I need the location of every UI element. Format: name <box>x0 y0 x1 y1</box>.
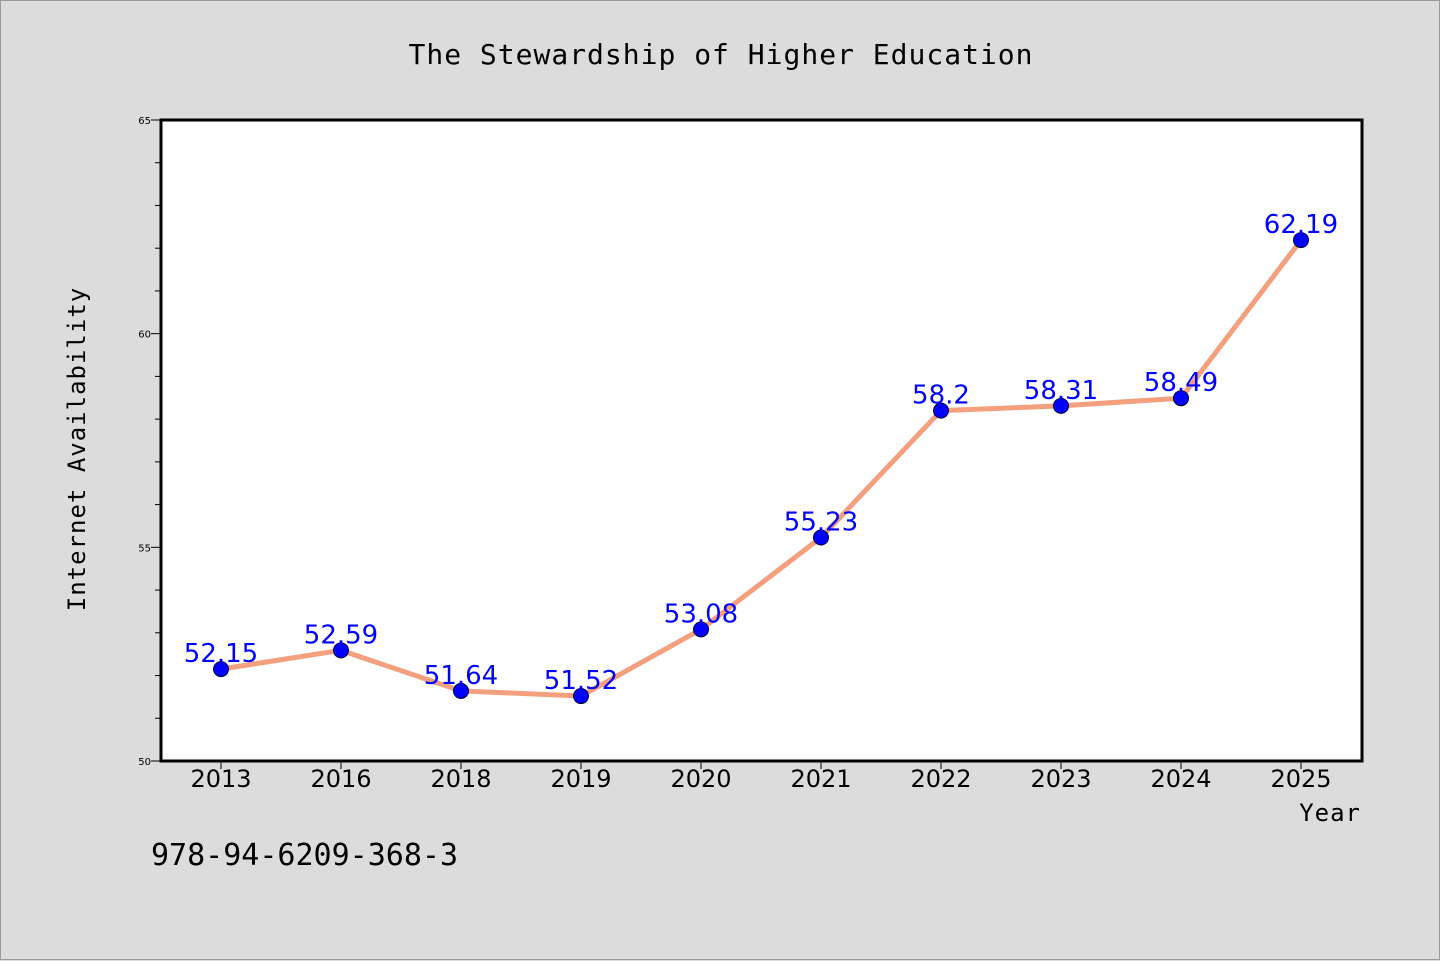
x-tick-label: 2024 <box>1150 765 1211 793</box>
chart-title: The Stewardship of Higher Education <box>408 38 1033 71</box>
data-label: 58.2 <box>912 381 970 411</box>
data-label: 58.49 <box>1144 368 1218 398</box>
data-point <box>333 642 349 659</box>
x-tick-label: 2023 <box>1030 765 1091 793</box>
x-tick-label: 2025 <box>1270 765 1331 793</box>
data-label: 55.23 <box>784 508 858 538</box>
series-line <box>218 237 1304 699</box>
x-axis-label: Year <box>1299 799 1361 827</box>
data-point <box>573 688 589 705</box>
data-labels: 52.15 52.59 51.64 51.52 53.08 55.23 58.2 58.31 5… <box>184 210 1338 696</box>
y-tick-label: 50 <box>138 757 151 768</box>
data-point <box>933 402 949 419</box>
data-label: 51.52 <box>544 666 618 696</box>
data-points <box>213 232 1309 705</box>
data-label: 52.15 <box>184 639 258 669</box>
x-tick-label: 2020 <box>670 765 731 793</box>
data-point <box>1053 397 1069 414</box>
data-point <box>1293 232 1309 249</box>
data-point <box>453 682 469 699</box>
y-tick-label: 65 <box>138 116 151 127</box>
x-axis: 2013 2016 2018 2019 2020 2021 2022 2023 2024 2025 <box>190 761 1332 793</box>
series-line-group <box>218 237 1304 699</box>
x-tick-label: 2021 <box>790 765 851 793</box>
data-point <box>693 621 709 638</box>
data-label: 62.19 <box>1264 210 1338 240</box>
y-tick-label: 55 <box>138 543 151 554</box>
data-label: 51.64 <box>424 661 498 691</box>
x-tick-label: 2022 <box>910 765 971 793</box>
isbn-text: 978-94-6209-368-3 <box>151 838 458 873</box>
y-tick-label: 60 <box>138 330 151 341</box>
data-point <box>213 661 229 678</box>
data-label: 53.08 <box>664 599 738 629</box>
data-point <box>813 529 829 546</box>
y-axis: 50 55 60 65 <box>138 116 161 768</box>
y-axis-label: Internet Availability <box>63 287 91 611</box>
x-tick-label: 2013 <box>190 765 251 793</box>
x-tick-label: 2019 <box>550 765 611 793</box>
x-tick-label: 2016 <box>310 765 371 793</box>
data-label: 52.59 <box>304 620 378 650</box>
plot-area <box>159 118 1364 763</box>
x-tick-label: 2018 <box>430 765 491 793</box>
data-point <box>1173 390 1189 407</box>
data-label: 58.31 <box>1024 376 1098 406</box>
